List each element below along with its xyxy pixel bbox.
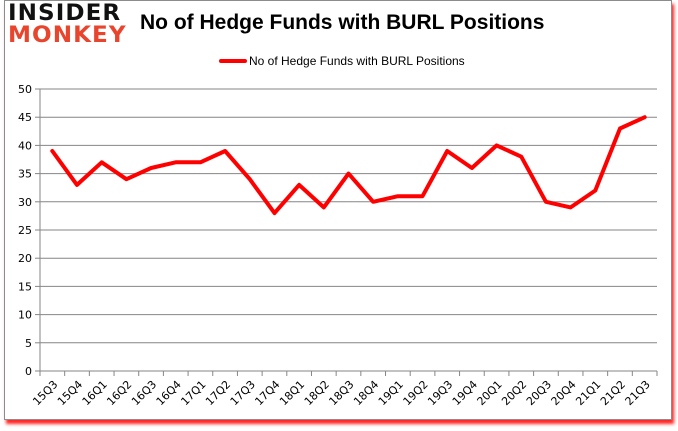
x-tick-label: 20Q1 — [475, 378, 505, 408]
x-tick-label: 16Q4 — [154, 378, 184, 408]
chart-frame — [4, 0, 672, 420]
x-tick-label: 21Q1 — [573, 378, 603, 408]
x-axis: 15Q315Q416Q116Q216Q316Q417Q117Q217Q317Q4… — [30, 371, 658, 408]
x-tick-label: 19Q3 — [425, 378, 455, 408]
x-tick-label: 17Q1 — [178, 378, 208, 408]
x-tick-label: 21Q3 — [623, 378, 653, 408]
chart-title: No of Hedge Funds with BURL Positions — [140, 11, 545, 34]
x-tick-label: 21Q2 — [598, 378, 628, 408]
x-tick-label: 20Q3 — [524, 378, 554, 408]
legend-line-swatch-icon — [219, 59, 247, 63]
y-tick-label: 10 — [18, 309, 32, 322]
y-tick-label: 45 — [18, 111, 32, 124]
x-tick-label: 17Q3 — [228, 378, 258, 408]
x-tick-label: 19Q1 — [376, 378, 406, 408]
x-tick-label: 20Q4 — [549, 378, 579, 408]
x-tick-label: 16Q1 — [80, 378, 110, 408]
y-tick-label: 25 — [18, 224, 32, 237]
logo-line-2: MONKEY — [8, 23, 127, 48]
x-tick-label: 19Q4 — [450, 378, 480, 408]
y-tick-label: 30 — [18, 196, 32, 209]
y-tick-label: 0 — [25, 365, 32, 378]
x-tick-label: 18Q3 — [326, 378, 356, 408]
x-tick-label: 15Q4 — [55, 378, 85, 408]
legend-label: No of Hedge Funds with BURL Positions — [249, 54, 465, 68]
y-axis: 0 5 10 15 20 25 30 35 40 45 50 — [18, 83, 41, 378]
y-tick-label: 15 — [18, 280, 32, 293]
x-tick-label: 16Q3 — [129, 378, 159, 408]
x-tick-label: 17Q4 — [252, 378, 282, 408]
x-tick-label: 19Q2 — [400, 378, 430, 408]
x-tick-label: 20Q2 — [499, 378, 529, 408]
x-tick-label: 18Q4 — [351, 378, 381, 408]
x-tick-label: 16Q2 — [104, 378, 134, 408]
gridlines — [40, 88, 657, 372]
y-tick-label: 35 — [18, 168, 32, 181]
chart-legend: No of Hedge Funds with BURL Positions — [219, 53, 465, 69]
x-tick-label: 17Q2 — [203, 378, 233, 408]
x-tick-label: 15Q3 — [30, 378, 60, 408]
logo-line-1: INSIDER — [8, 1, 122, 26]
insider-monkey-logo: INSIDER MONKEY — [8, 3, 128, 53]
y-tick-label: 5 — [25, 337, 32, 350]
y-tick-label: 20 — [18, 252, 32, 265]
y-tick-label: 40 — [18, 139, 32, 152]
x-tick-label: 18Q1 — [277, 378, 307, 408]
y-tick-label: 50 — [18, 83, 32, 96]
x-tick-label: 18Q2 — [302, 378, 332, 408]
series-line-burl — [50, 115, 647, 216]
